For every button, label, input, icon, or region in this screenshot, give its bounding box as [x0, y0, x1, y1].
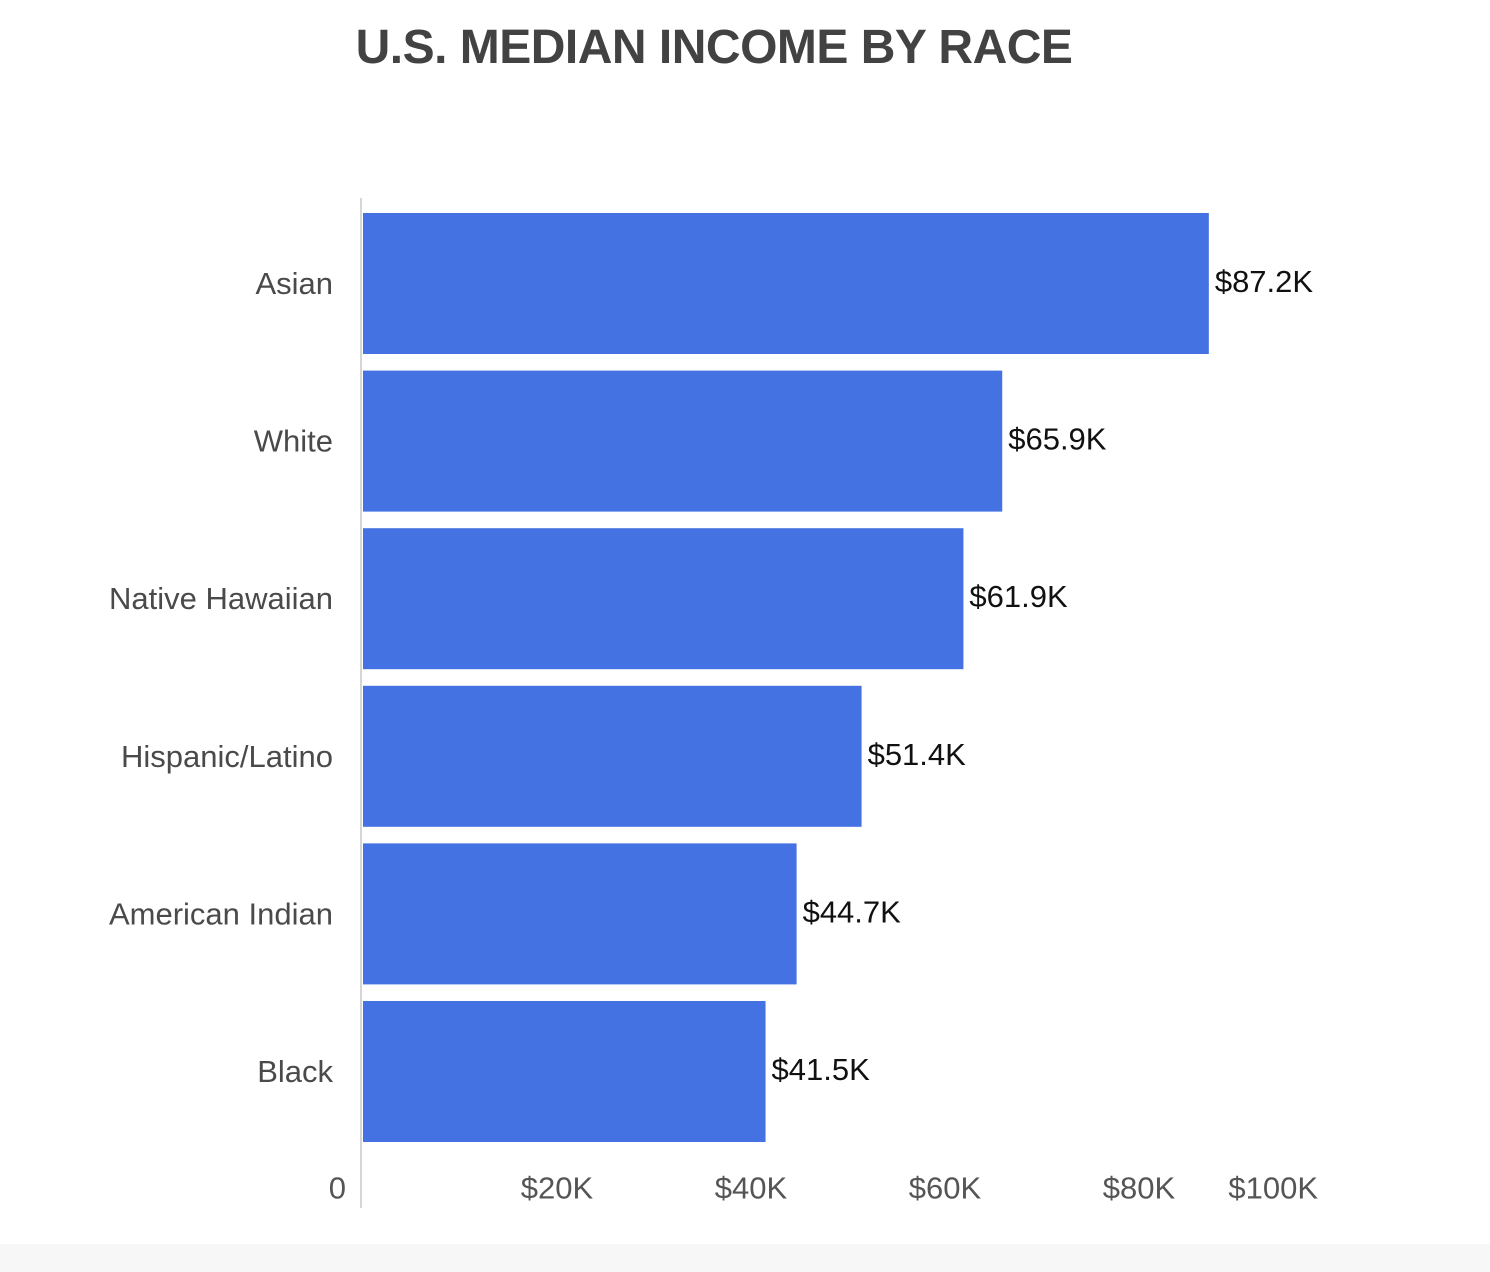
value-label: $41.5K — [772, 1052, 871, 1087]
value-label: $61.9K — [969, 579, 1068, 614]
x-axis-ticks: 0 $20K $40K $60K $80K $100K — [329, 1171, 1319, 1206]
chart-title: U.S. MEDIAN INCOME BY RACE — [355, 21, 1073, 74]
x-tick-label: $100K — [1228, 1171, 1318, 1206]
footer-band — [0, 1244, 1490, 1272]
value-label: $87.2K — [1215, 264, 1314, 299]
value-label: $65.9K — [1008, 422, 1107, 457]
x-tick-label: $20K — [521, 1171, 594, 1206]
category-label: Native Hawaiian — [109, 581, 333, 616]
x-tick-label: 0 — [329, 1171, 346, 1206]
bar-native-hawaiian — [363, 528, 964, 670]
x-tick-label: $40K — [715, 1171, 788, 1206]
x-tick-label: $80K — [1103, 1171, 1176, 1206]
category-label: White — [254, 424, 333, 459]
bar-asian — [363, 213, 1209, 354]
value-label: $44.7K — [803, 894, 902, 929]
category-label: Black — [257, 1054, 333, 1089]
value-label: $51.4K — [868, 737, 967, 772]
category-label: American Indian — [109, 896, 333, 931]
category-label: Hispanic/Latino — [121, 739, 333, 774]
category-label: Asian — [255, 266, 333, 301]
bars-group: Asian $87.2K White $65.9K Native Hawaiian $61… — [109, 213, 1313, 1142]
bar-white — [363, 370, 1003, 512]
x-tick-label: $60K — [909, 1171, 982, 1206]
bar-black — [363, 1001, 766, 1142]
bar-hispanic-latino — [363, 685, 862, 827]
bar-american-indian — [363, 843, 797, 985]
